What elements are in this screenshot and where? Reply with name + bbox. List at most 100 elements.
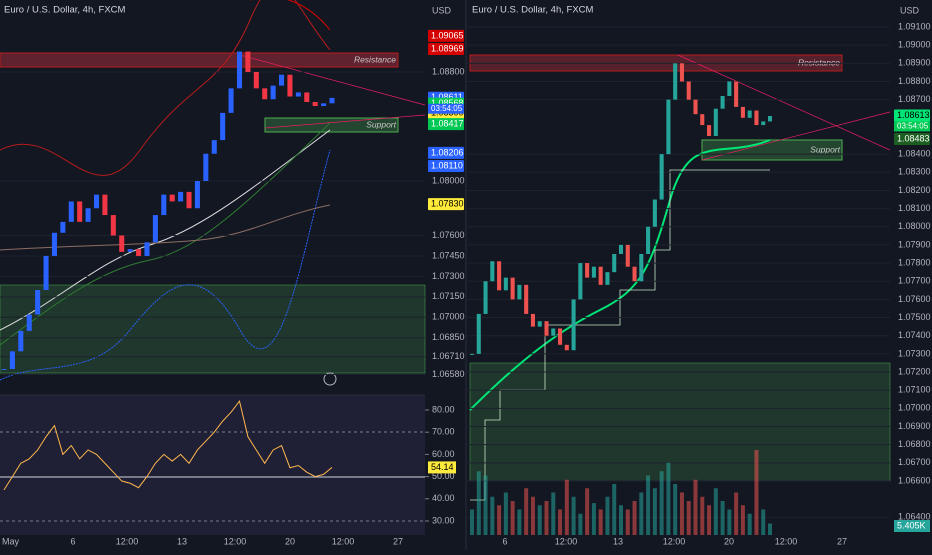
price-tick-label: 1.06580 (432, 369, 465, 379)
candle (517, 284, 522, 300)
price-tick-label: 1.07700 (898, 276, 931, 286)
price-label-box (428, 198, 464, 211)
volume-bar (470, 509, 474, 535)
volume-bar (605, 496, 610, 535)
support-label: Support (366, 119, 396, 129)
countdown: 03:54:05 (431, 104, 463, 113)
candle (469, 353, 475, 355)
candle (279, 74, 285, 86)
price-tick-label: 1.08200 (898, 185, 931, 195)
volume-bar (497, 505, 502, 535)
rsi-tick-label: 60.00 (432, 449, 455, 459)
candle (740, 106, 745, 118)
candle (693, 99, 698, 115)
countdown-box (428, 103, 464, 114)
time-label: 12:00 (116, 536, 139, 546)
volume-bar (693, 479, 698, 535)
currency[interactable]: USD (432, 5, 452, 15)
time-label: 20 (285, 536, 295, 546)
volume-bar (517, 509, 522, 535)
price-label-box (428, 118, 464, 131)
candle (686, 81, 691, 100)
volume-bar (659, 471, 664, 535)
price-label: 1.08483 (897, 133, 930, 143)
time-label: 27 (837, 536, 847, 546)
candle (747, 110, 752, 118)
sma (0, 204, 331, 251)
price-label: 1.08969 (431, 43, 464, 53)
volume-bar (544, 501, 549, 535)
candle (60, 221, 66, 233)
stop-line (470, 169, 770, 501)
volume-bar (537, 505, 542, 535)
candle (727, 81, 732, 97)
candle (598, 266, 603, 285)
time-label: 12:00 (224, 536, 247, 546)
time-label: 12:00 (663, 536, 686, 546)
candle (646, 226, 651, 254)
upper-band (0, 0, 331, 176)
volume-bar (510, 501, 515, 535)
price-tick-label: 1.08800 (898, 76, 931, 86)
price-tick-label: 1.08400 (898, 148, 931, 158)
candle (186, 191, 192, 209)
resistance-label: Resistance (798, 57, 840, 67)
volume-bar (768, 523, 772, 535)
price-label: 1.07830 (431, 199, 464, 209)
rsi-tick-label: 80.00 (432, 404, 455, 414)
candle (544, 321, 549, 336)
candle (236, 51, 243, 89)
candle (524, 284, 529, 314)
candle (51, 232, 57, 256)
candle (110, 215, 116, 236)
candle (68, 201, 74, 222)
currency[interactable]: USD (900, 5, 920, 15)
candle (578, 263, 583, 300)
trendline (701, 111, 891, 161)
trendline (264, 114, 426, 129)
price-tick-label: 1.09000 (898, 40, 931, 50)
resistance-label: Resistance (354, 54, 396, 64)
candle (43, 255, 49, 290)
volume-bar (585, 488, 590, 535)
candle (618, 244, 624, 254)
volume-bar (700, 496, 705, 535)
volume-label-box (894, 520, 930, 532)
price-label-box (428, 29, 464, 42)
volume-bar (564, 479, 569, 535)
price-tick-label: 1.07000 (898, 403, 931, 413)
volume-bar (612, 484, 617, 535)
replay-icon[interactable] (323, 372, 337, 386)
candle (144, 242, 150, 256)
price-tick-label: 1.06850 (432, 332, 465, 342)
candle (304, 92, 310, 102)
countdown-box (894, 121, 930, 132)
support-label: Support (810, 144, 840, 154)
price-tick-label: 1.08900 (898, 58, 931, 68)
candle (35, 290, 41, 315)
candle (652, 199, 657, 227)
candle (707, 125, 712, 136)
candle (152, 215, 158, 243)
candle (571, 299, 576, 351)
time-label: May (2, 536, 20, 546)
volume-bar (707, 505, 712, 535)
volume-bar (727, 509, 732, 535)
volume-bar (619, 505, 623, 535)
price-label: 1.08568 (431, 98, 464, 108)
support-zone (701, 139, 843, 161)
candle (551, 328, 556, 336)
candle (211, 140, 217, 154)
price-tick-label: 1.07100 (898, 385, 931, 395)
price-tick-label: 1.07300 (898, 348, 931, 358)
volume-bar (530, 496, 535, 535)
price-tick-label: 1.07200 (898, 366, 931, 376)
rsi-band (0, 395, 425, 535)
candle (169, 194, 175, 202)
price-tick-label: 1.09100 (898, 21, 931, 31)
volume-bar (673, 484, 678, 535)
time-label: 13 (613, 536, 623, 546)
rsi-last-label: 54.14 (431, 462, 454, 472)
time-axis: May 6 12:00 13 12:00 20 12:00 27 6 12:00… (2, 536, 847, 546)
